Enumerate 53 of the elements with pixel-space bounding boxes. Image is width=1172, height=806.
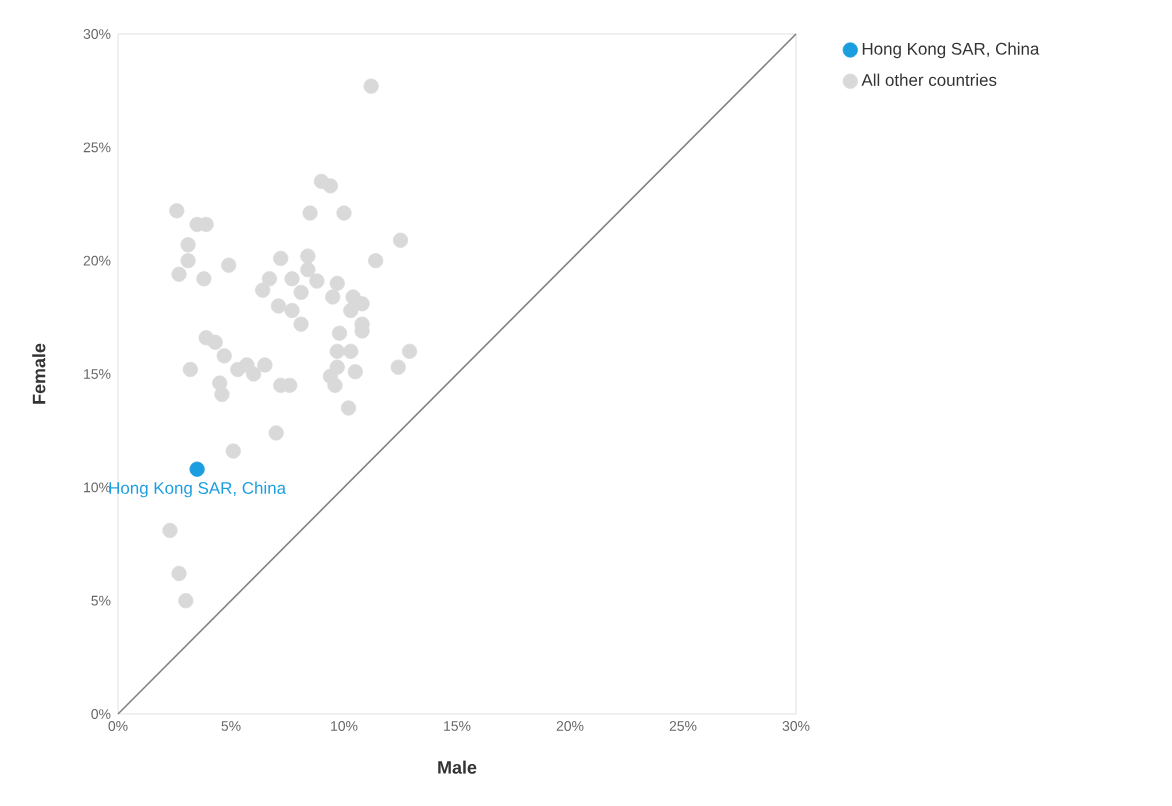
point (225, 443, 241, 459)
point (261, 271, 278, 287)
point (169, 203, 185, 219)
point (302, 205, 318, 221)
point (300, 248, 316, 264)
point (273, 250, 289, 266)
point (284, 302, 300, 319)
point (336, 205, 352, 221)
point (363, 78, 379, 94)
point (325, 289, 341, 305)
legend-label: Hong Kong SAR, China (862, 42, 1040, 59)
legend-label: All other countries (861, 73, 997, 87)
point (180, 253, 196, 269)
point (343, 343, 359, 359)
point (162, 522, 178, 538)
point (246, 366, 262, 382)
point (390, 359, 406, 375)
point (180, 237, 196, 253)
point (327, 377, 343, 393)
point (340, 400, 357, 416)
point (196, 271, 212, 287)
point (255, 282, 271, 298)
point (354, 296, 370, 312)
point (216, 348, 232, 364)
point (182, 361, 198, 378)
y-axis-title: Female (32, 343, 46, 404)
point (309, 273, 325, 289)
point (331, 325, 348, 341)
point (207, 334, 223, 350)
point (189, 461, 205, 477)
x-axis-title: Male (438, 760, 477, 774)
point (329, 275, 345, 291)
point (178, 593, 194, 609)
point (257, 357, 273, 373)
point (322, 178, 339, 194)
point (329, 343, 345, 359)
point (293, 316, 309, 332)
point (284, 271, 300, 287)
point (401, 343, 418, 359)
point (347, 364, 363, 380)
point (270, 298, 287, 314)
point (171, 266, 187, 282)
point (392, 232, 409, 248)
point (268, 425, 284, 441)
point (329, 359, 345, 375)
point (214, 386, 230, 402)
point (343, 302, 359, 319)
point (368, 253, 384, 269)
point (293, 284, 309, 300)
annotation: Hong Kong SAR, China (109, 481, 287, 498)
point (171, 565, 187, 582)
point (221, 257, 237, 273)
point (300, 262, 316, 278)
